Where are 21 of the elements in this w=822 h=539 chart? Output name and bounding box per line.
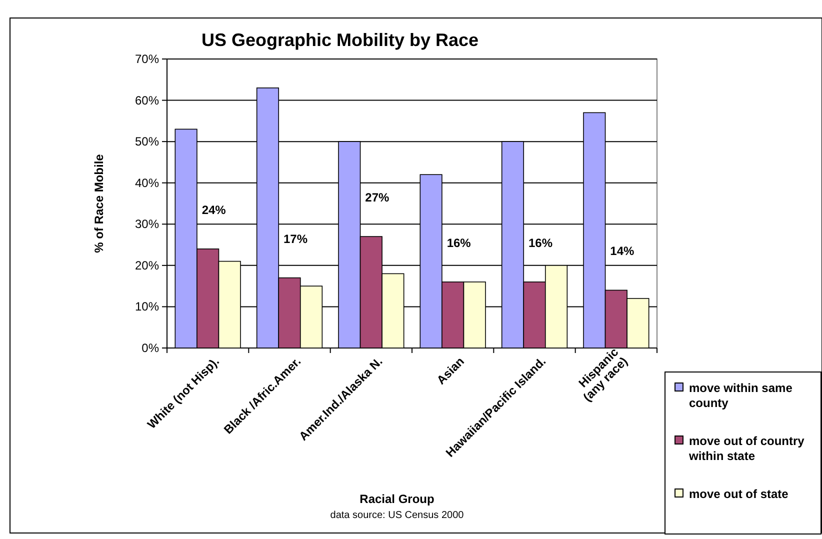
x-axis-title: Racial Group — [360, 492, 434, 506]
chart-title: US Geographic Mobility by Race — [201, 30, 479, 50]
data-label: 16% — [446, 236, 472, 250]
data-label: 24% — [202, 202, 226, 217]
y-axis-title: % of Race Mobile — [92, 154, 106, 253]
legend-label: move out of country within state — [688, 434, 805, 463]
y-tick-label: 0% — [142, 341, 160, 355]
legend-label: move within same county — [689, 381, 793, 410]
y-tick-label: 10% — [134, 300, 160, 314]
y-tick-label: 60% — [134, 93, 160, 108]
y-tick-label: 50% — [134, 134, 160, 149]
data-label: 27% — [365, 190, 390, 205]
y-tick-label: 30% — [134, 217, 160, 232]
data-label: 14% — [610, 244, 634, 258]
source-note: data source: US Census 2000 — [330, 510, 464, 521]
data-label: 16% — [528, 236, 553, 250]
y-tick-label: 70% — [134, 52, 160, 66]
y-tick-label: 20% — [134, 258, 160, 272]
y-tick-label: 40% — [134, 176, 160, 190]
data-label: 17% — [283, 232, 308, 246]
legend-label: move out of state — [689, 487, 789, 501]
